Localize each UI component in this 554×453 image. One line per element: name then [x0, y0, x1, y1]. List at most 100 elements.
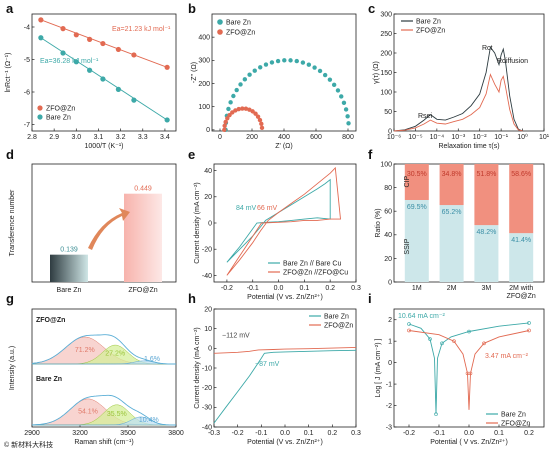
data-point	[250, 109, 255, 114]
plot-frame	[31, 163, 177, 283]
data-point	[115, 46, 121, 53]
x-tick-label: 0.0	[280, 430, 290, 437]
panel-label: i	[368, 291, 372, 306]
x-tick-label: 3.0	[71, 134, 81, 141]
x-tick-label: -0.2	[221, 285, 233, 292]
data-point	[327, 77, 333, 82]
data-point	[164, 64, 170, 70]
series-label: ZFO@Zn	[36, 317, 65, 324]
annotation: 66 mV	[257, 205, 278, 212]
y-tick-label: 400	[198, 35, 210, 42]
x-tick-label: Bare Zn	[57, 287, 82, 294]
peak-label: 10.4%	[139, 417, 159, 424]
data-point	[341, 100, 347, 106]
peak-label: 1.6%	[144, 356, 160, 363]
bar-ssip	[509, 233, 534, 282]
x-axis-label: Raman shift (cm⁻¹)	[74, 439, 133, 446]
data-point	[339, 94, 344, 99]
data-label: 34.8%	[442, 171, 462, 178]
data-point	[282, 58, 287, 63]
panel-label: c	[368, 1, 375, 16]
peak-label: 35.5%	[107, 411, 127, 418]
panel-h: h -0.3 -0.2 -0.1 0.0 0.1 0.2 0.3 20 10 0 -10 -20 -30 -…	[188, 291, 361, 446]
x-tick-label: 3800	[168, 430, 184, 437]
x-tick-label: 600	[310, 134, 322, 141]
annotation: −112 mV	[222, 333, 250, 340]
plot-frame	[31, 13, 177, 132]
annotation: Ea=21.23 kJ mol⁻¹	[112, 26, 171, 33]
x-tick-label: -0.1	[247, 285, 259, 292]
data-point	[343, 107, 349, 112]
data-point	[317, 68, 323, 74]
legend-label: Bare Zn	[416, 19, 441, 26]
x-tick-label: 2M with	[509, 285, 533, 292]
y-tick-label: 0	[206, 127, 210, 134]
y-tick-label: 300	[380, 11, 392, 18]
y-tick-label: 20	[204, 306, 212, 313]
legend-marker	[37, 105, 43, 111]
annotation: −87 mV	[255, 361, 280, 368]
x-tick-label: -0.1	[433, 430, 445, 437]
y-tick-label: 40	[384, 232, 392, 239]
y-tick-label: 150	[380, 70, 392, 77]
data-point	[346, 121, 351, 126]
legend-marker	[217, 29, 223, 35]
x-axis-label: 1000/T (K⁻¹)	[85, 143, 124, 150]
data-point	[242, 77, 248, 82]
series-line	[408, 330, 530, 410]
y-tick-label: -40	[202, 424, 212, 431]
panel-label: e	[188, 147, 195, 162]
x-axis-label: Z' (Ω)	[275, 143, 292, 150]
x-tick-label: 2.8	[27, 134, 37, 141]
x-tick-label: 3.3	[138, 134, 148, 141]
x-tick-label: 0	[218, 134, 222, 141]
data-point	[407, 322, 411, 326]
x-axis-label: Potential ( V vs. Zn/Zn²⁺)	[430, 439, 508, 446]
data-point	[527, 328, 531, 333]
data-point	[87, 67, 93, 73]
peak-label: 27.2%	[105, 350, 125, 357]
data-point	[259, 125, 265, 131]
bar-cip	[404, 164, 429, 200]
data-label: 51.8%	[476, 171, 496, 178]
x-tick-label: 0.2	[325, 285, 335, 292]
envelope-line	[31, 334, 176, 365]
data-point	[100, 40, 106, 47]
series-0	[407, 321, 531, 416]
panel-b: b 0 200 400 600 800 0 100 200 300 400 Z' (Ω) -Z'' (Ω…	[188, 1, 357, 150]
y-axis-label: Ratio (%)	[375, 208, 382, 237]
legend-label: ZFO@Zn	[46, 106, 75, 113]
x-tick-label: 2.9	[49, 134, 59, 141]
data-label: 48.2%	[476, 229, 496, 236]
data-point	[60, 26, 66, 32]
y-tick-label: -2	[386, 403, 392, 410]
y-axis-label: Intensity (a.u.)	[9, 346, 16, 390]
y-tick-label: 100	[198, 104, 210, 111]
x-tick-label: -0.1	[255, 430, 267, 437]
y-tick-label: 100	[380, 89, 392, 96]
series-1	[407, 328, 531, 410]
x-tick-label: 0.0	[464, 430, 474, 437]
x-tick-label: 0.2	[524, 430, 534, 437]
x-tick-label: 0.1	[304, 430, 314, 437]
data-point	[225, 116, 230, 121]
y-tick-label: -30	[202, 405, 212, 412]
x-tick-label: 3200	[72, 430, 88, 437]
data-label: 69.5%	[407, 204, 427, 211]
x-tick-label: -0.2	[232, 430, 244, 437]
x-tick-label: 3.2	[116, 134, 126, 141]
x-axis-label: Relaxation time τ(s)	[438, 143, 499, 150]
x-tick-label: 0.2	[327, 430, 337, 437]
x-tick-label: 2M	[447, 285, 457, 292]
data-point	[223, 119, 228, 125]
series-line	[226, 178, 331, 263]
series-1: 54.1% 35.5% 10.4% Bare Zn	[31, 376, 176, 426]
y-tick-label: -7	[24, 122, 30, 129]
series-line	[393, 73, 523, 132]
x-tick-label: 3M	[482, 285, 492, 292]
plot-frame	[393, 163, 545, 283]
y-tick-label: -20	[202, 385, 212, 392]
legend-label: Bare Zn	[501, 412, 526, 419]
y-axis-label: lnRct⁻¹ (Ω⁻¹)	[5, 53, 12, 93]
